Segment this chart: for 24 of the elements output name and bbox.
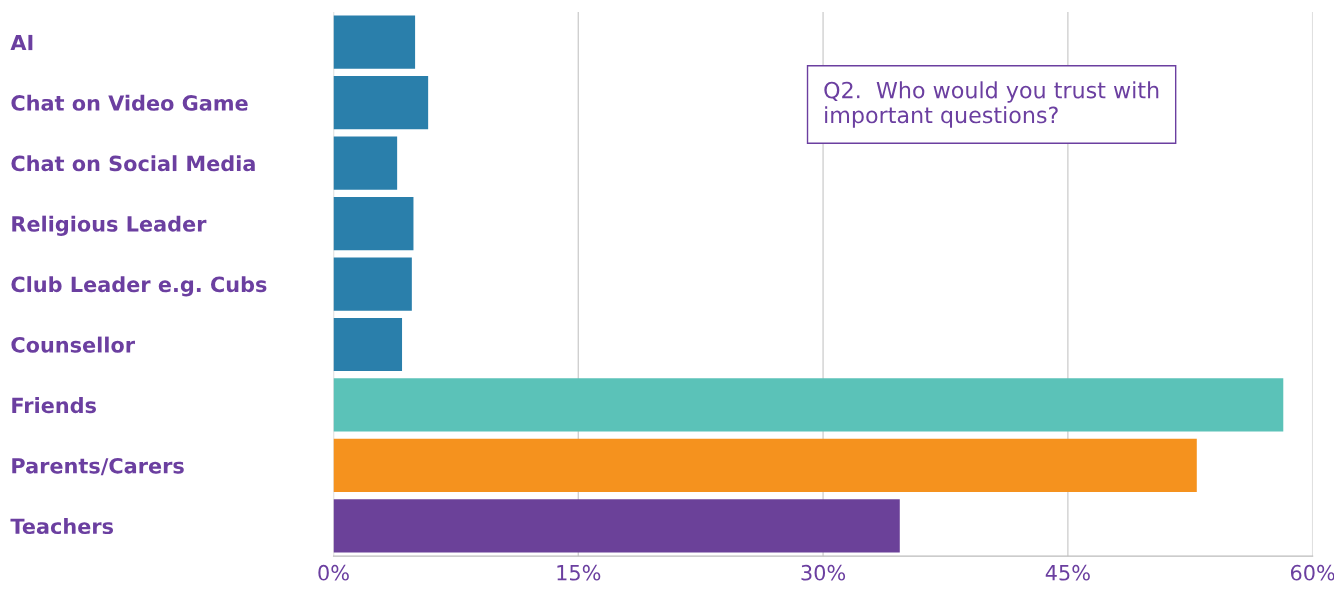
y-tick-label: Club Leader e.g. Cubs xyxy=(11,276,267,297)
bar xyxy=(333,136,398,190)
bar xyxy=(333,378,1284,432)
bar xyxy=(333,317,403,372)
x-tick-label: 30% xyxy=(801,564,846,581)
x-tick-label: 0% xyxy=(318,564,349,581)
y-tick-label: Religious Leader xyxy=(12,215,207,236)
y-tick-label: Chat on Social Media xyxy=(11,155,255,172)
bar xyxy=(333,438,1197,493)
bar xyxy=(333,76,429,130)
y-tick-label: Counsellor xyxy=(11,336,135,353)
x-tick-label: 60% xyxy=(1290,564,1334,581)
y-tick-label: AI xyxy=(10,34,33,51)
y-tick-label: Chat on Video Game xyxy=(11,94,248,111)
bar xyxy=(333,257,412,311)
bar xyxy=(333,196,414,251)
y-tick-label: Parents/Carers xyxy=(12,457,184,476)
x-tick-label: 15% xyxy=(557,564,601,581)
bar xyxy=(333,499,900,553)
y-tick-label: Friends xyxy=(12,397,96,414)
annotation: Q2. Who would you trust with important questions? xyxy=(824,81,1159,128)
y-tick-label: Teachers xyxy=(10,517,114,535)
bar xyxy=(333,15,416,69)
x-tick-label: 45% xyxy=(1045,564,1090,581)
